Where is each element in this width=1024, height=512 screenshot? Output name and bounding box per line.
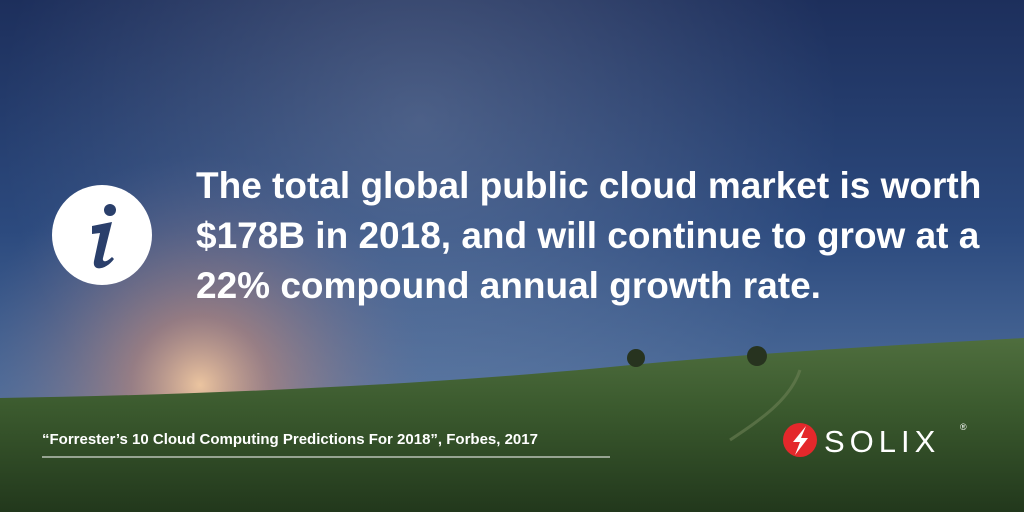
tree: [627, 349, 645, 367]
headline-line: $178B in 2018, and will continue to grow…: [196, 215, 980, 256]
path: [729, 369, 802, 442]
logo-mark: ®: [960, 422, 967, 432]
citation: “Forrester’s 10 Cloud Computing Predicti…: [42, 431, 538, 448]
logo-name: SOLIX: [824, 424, 940, 459]
logo-bolt: [793, 426, 808, 455]
info-icon: [52, 185, 152, 285]
headline-line: 22% compound annual growth rate.: [196, 265, 821, 306]
logo: SOLIX ®: [783, 422, 967, 459]
headline-line: The total global public cloud market is …: [196, 165, 981, 206]
field: [0, 338, 1024, 512]
tree: [747, 346, 767, 366]
